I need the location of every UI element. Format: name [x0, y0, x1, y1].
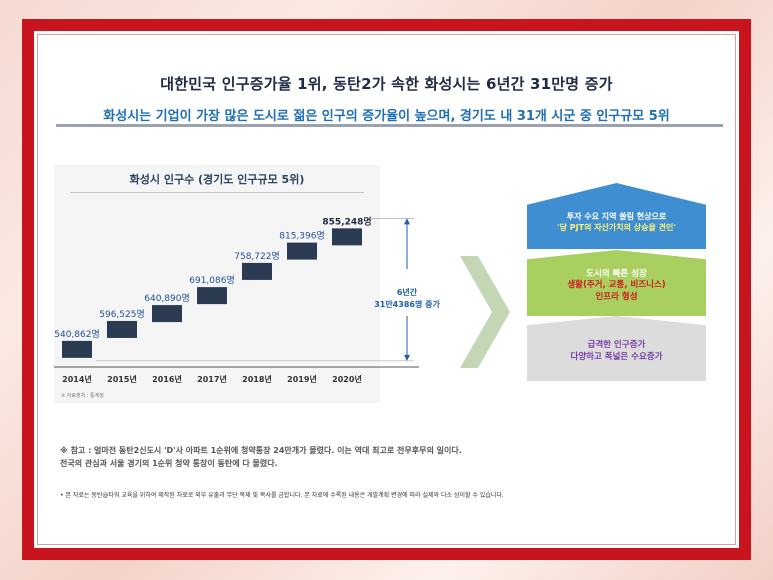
chart-value-label: 855,248명 — [322, 215, 371, 227]
chart-value-label: 596,525명 — [99, 309, 145, 320]
chart-area — [54, 165, 380, 403]
chart-value-label: 640,890명 — [144, 293, 190, 304]
diagram-top-line2: '당 PJT의 자산가치의 상승을 견인' — [557, 223, 676, 232]
diagram-top-line1: 투자 수요 지역 쏠림 현상으로 — [566, 212, 667, 222]
chart-source: ※ 자료출처 : 통계청 — [61, 393, 104, 399]
population-bar-chart: 540,862명 2014년 596,525명 2015년 640,890명 2016년 6… — [54, 215, 440, 384]
chart-bar — [107, 320, 137, 338]
chart-bar — [242, 262, 272, 280]
title-divider — [56, 124, 723, 127]
page-subtitle: 화성시는 기업이 가장 많은 도시로 젊은 인구의 증가율이 높으며, 경기도 … — [103, 109, 670, 124]
note-line-2: 전국의 관심과 서울 경기의 1순위 청약 통장이 동탄에 다 몰렸다. — [60, 459, 278, 468]
chart-value-label: 691,086명 — [189, 275, 235, 286]
chart-bar — [332, 228, 362, 246]
diagram-bottom-block: 급격한 인구증가 다양하고 폭넓은 수요증가 — [527, 316, 706, 381]
chevron-arrow-icon — [460, 256, 510, 368]
chart-bar — [152, 305, 182, 323]
chart-tick-label: 2015년 — [107, 374, 137, 384]
chart-tick-label: 2018년 — [242, 374, 272, 384]
diagram-middle-block: 도시의 빠른 성장 생활(주거, 교통, 비즈니스) 인프라 형성 — [527, 250, 706, 316]
chart-bar — [62, 340, 92, 358]
chart-tick-label: 2017년 — [197, 374, 227, 384]
chart-tick-label: 2016년 — [152, 374, 182, 384]
chart-title-divider — [70, 192, 364, 193]
note-line-1: ※ 참고 : 얼마전 동탄2신도시 'D'사 아파트 1순위에 청약통장 24만… — [60, 446, 462, 455]
chart-tick-label: 2014년 — [62, 374, 92, 384]
arrow-down-icon — [404, 354, 410, 361]
diagram-bottom-line2: 다양하고 폭넓은 수요증가 — [570, 351, 663, 362]
chart-value-label: 815,396명 — [279, 231, 325, 242]
arrow-up-icon — [404, 218, 410, 225]
chart-value-label: 758,722명 — [234, 251, 280, 262]
chart-value-label: 540,862명 — [54, 329, 100, 340]
panel-border — [37, 34, 736, 545]
chart-bar — [197, 287, 227, 305]
diagram-middle-line1: 도시의 빠른 성장 — [586, 268, 647, 279]
chart-annotation-line1: 6년간 — [397, 287, 418, 297]
diagram-middle-line3: 인프라 형성 — [595, 291, 638, 302]
content-panel: 대한민국 인구증가율 1위, 동탄2가 속한 화성시는 6년간 31만명 증가 … — [34, 31, 739, 548]
page-title: 대한민국 인구증가율 1위, 동탄2가 속한 화성시는 6년간 31만명 증가 — [160, 75, 613, 93]
chart-title: 화성시 인구수 (경기도 인구규모 5위) — [129, 173, 305, 186]
diagram-bottom-line1: 급격한 인구증가 — [587, 340, 646, 351]
disclaimer: • 본 자료는 동탄@타워 교육을 위하여 제작된 자료로 외부 유출과 무단 … — [60, 492, 504, 499]
chart-tick-label: 2020년 — [332, 374, 362, 384]
chart-annotation-line2: 31만4386명 증가 — [374, 299, 440, 309]
chart-tick-label: 2019년 — [287, 374, 317, 384]
chart-bar — [287, 242, 317, 260]
diagram-middle-line2: 생활(주거, 교통, 비즈니스) — [567, 280, 666, 291]
